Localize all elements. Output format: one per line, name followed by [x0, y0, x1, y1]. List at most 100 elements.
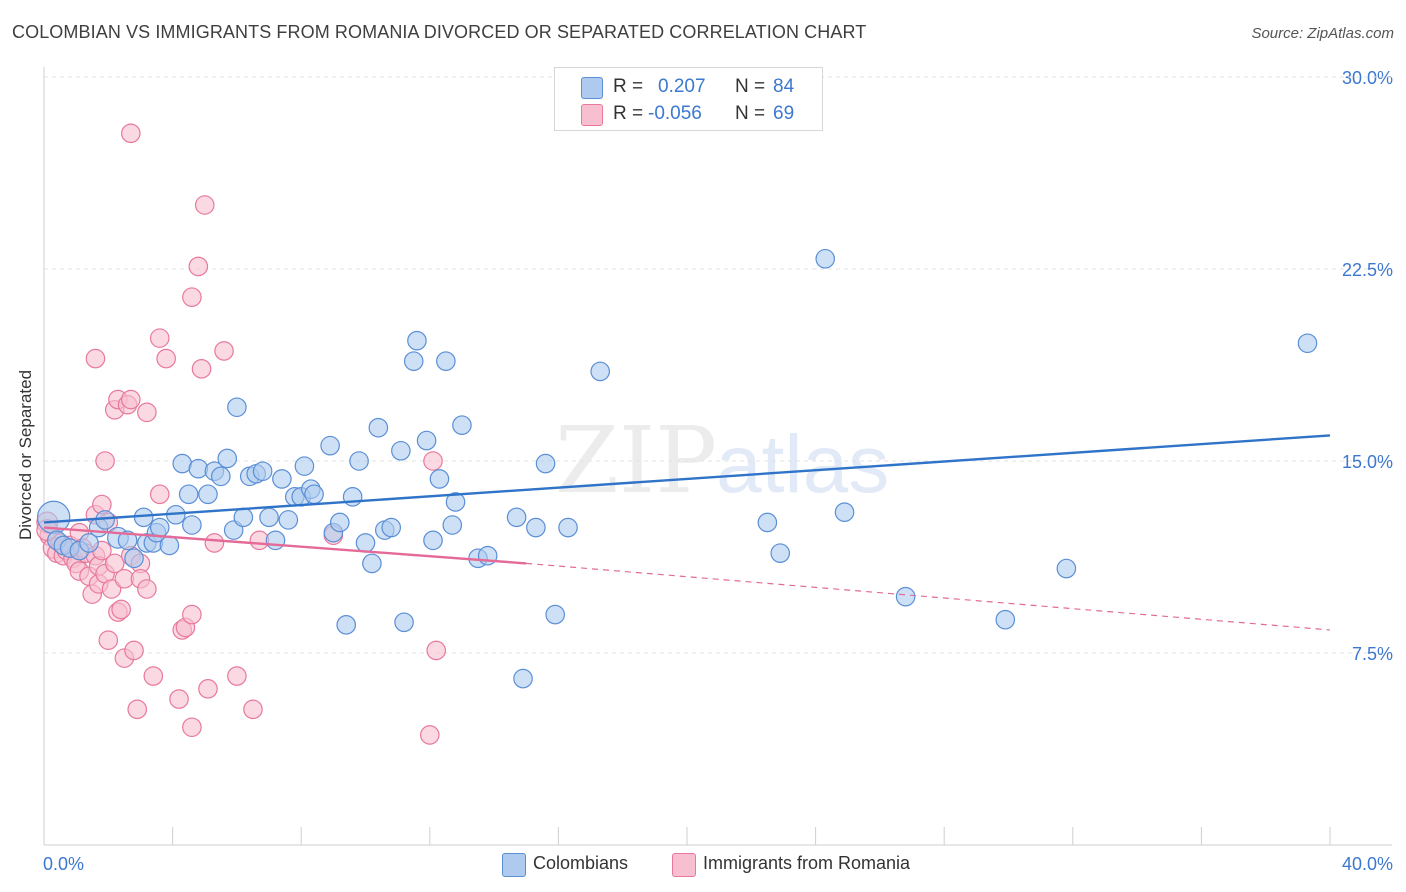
colombian-point [526, 517, 546, 538]
correlation-legend: R = 0.207 N = 84 R = -0.056 N = 69 [554, 67, 823, 131]
romania-point [143, 666, 164, 686]
legend-r-value: -0.056 [648, 103, 702, 124]
romania-point [98, 630, 119, 650]
legend-n-label: N = [735, 103, 766, 124]
romania-point [137, 579, 157, 599]
romania-point [121, 123, 141, 144]
colombian-point [304, 484, 324, 505]
colombian-point [391, 440, 411, 461]
colombian-point [320, 435, 340, 456]
romania-point [85, 348, 106, 369]
y-tick-label: 7.5% [1352, 644, 1393, 664]
romania-point [95, 451, 115, 471]
bottom-legend-swatch-blue [502, 853, 526, 877]
colombian-point [558, 517, 578, 538]
romania-point [149, 328, 170, 348]
colombian-point [995, 609, 1016, 630]
colombian-point [590, 361, 610, 382]
romania-point [127, 699, 148, 720]
x-tick-label-min: 0.0% [43, 854, 84, 874]
romania-point [419, 725, 440, 745]
colombian-point [423, 530, 443, 551]
colombian-point [416, 430, 437, 451]
colombian-point [198, 484, 218, 505]
romania-point [194, 195, 215, 215]
colombian-point [1056, 558, 1077, 579]
colombian-point [252, 461, 273, 482]
romania-point [188, 256, 209, 277]
colombian-point [445, 492, 466, 512]
colombian-point [815, 248, 836, 269]
romania-point [426, 640, 447, 661]
bottom-legend-label: Colombians [533, 853, 629, 873]
colombian-point [545, 604, 565, 625]
colombian-point [355, 533, 376, 553]
romania-point [198, 679, 218, 699]
y-tick-label: 15.0% [1342, 452, 1393, 472]
romania-point [149, 484, 170, 505]
romania-point [191, 359, 212, 379]
colombian-point [159, 535, 180, 556]
colombian-point [381, 517, 402, 538]
legend-n-value: 69 [773, 103, 795, 124]
romania-trend-line [43, 526, 527, 565]
colombian-point [272, 469, 292, 489]
source-label: Source: ZipAtlas.com [1251, 25, 1394, 42]
colombian-point [149, 517, 170, 538]
watermark-atlas: atlas [716, 419, 889, 510]
colombian-point [79, 533, 99, 553]
chart-title: COLOMBIAN VS IMMIGRANTS FROM ROMANIA DIV… [12, 22, 867, 42]
romania-point [204, 533, 225, 553]
colombian-point [506, 507, 527, 528]
romania-point [169, 689, 189, 709]
colombian-point [227, 397, 247, 418]
colombian-point [394, 612, 414, 633]
legend-row-romania: R = -0.056 N = 69 [555, 101, 822, 129]
romania-point [101, 579, 122, 599]
colombian-point [429, 469, 450, 489]
romania-point [156, 348, 176, 369]
colombian-point [362, 553, 382, 574]
legend-n-label: N = [735, 76, 766, 97]
colombian-point [452, 415, 472, 435]
colombian-point [757, 512, 778, 533]
x-tick-label-max: 40.0% [1342, 854, 1393, 874]
legend-r-value: 0.207 [658, 76, 706, 97]
y-tick-label: 30.0% [1342, 68, 1393, 88]
colombian-point [329, 512, 350, 533]
bottom-legend-swatch-pink [672, 853, 696, 877]
colombian-point [535, 453, 556, 474]
y-tick-label: 22.5% [1342, 260, 1393, 280]
romania-point [121, 389, 141, 410]
romania-point [227, 666, 247, 686]
colombian-point [188, 458, 209, 479]
colombian-trend-line [43, 434, 1331, 524]
romania-point [243, 699, 263, 720]
colombian-point [233, 507, 254, 528]
legend-r-label: R = [613, 76, 644, 97]
legend-row-colombians: R = 0.207 N = 84 [555, 74, 822, 102]
romania-point [423, 451, 443, 471]
colombian-point [368, 417, 389, 438]
colombian-point [342, 487, 363, 507]
colombian-point [182, 515, 202, 535]
romania-trend-line-extrapolated [526, 562, 1331, 631]
colombian-point [513, 668, 533, 689]
colombian-point [336, 615, 357, 635]
romania-point [214, 341, 234, 361]
romania-point [182, 717, 202, 738]
colombian-point [294, 456, 315, 476]
colombian-point [834, 502, 855, 522]
colombian-point [442, 515, 463, 535]
romania-point [137, 402, 157, 423]
colombian-point [349, 451, 369, 471]
colombian-point [178, 484, 199, 505]
colombian-point [278, 510, 299, 530]
romania-point [124, 640, 144, 661]
colombian-point [265, 530, 286, 551]
colombian-point [403, 351, 424, 371]
colombian-point [1297, 333, 1318, 354]
colombian-point [124, 548, 144, 569]
legend-r-label: R = [613, 103, 644, 124]
